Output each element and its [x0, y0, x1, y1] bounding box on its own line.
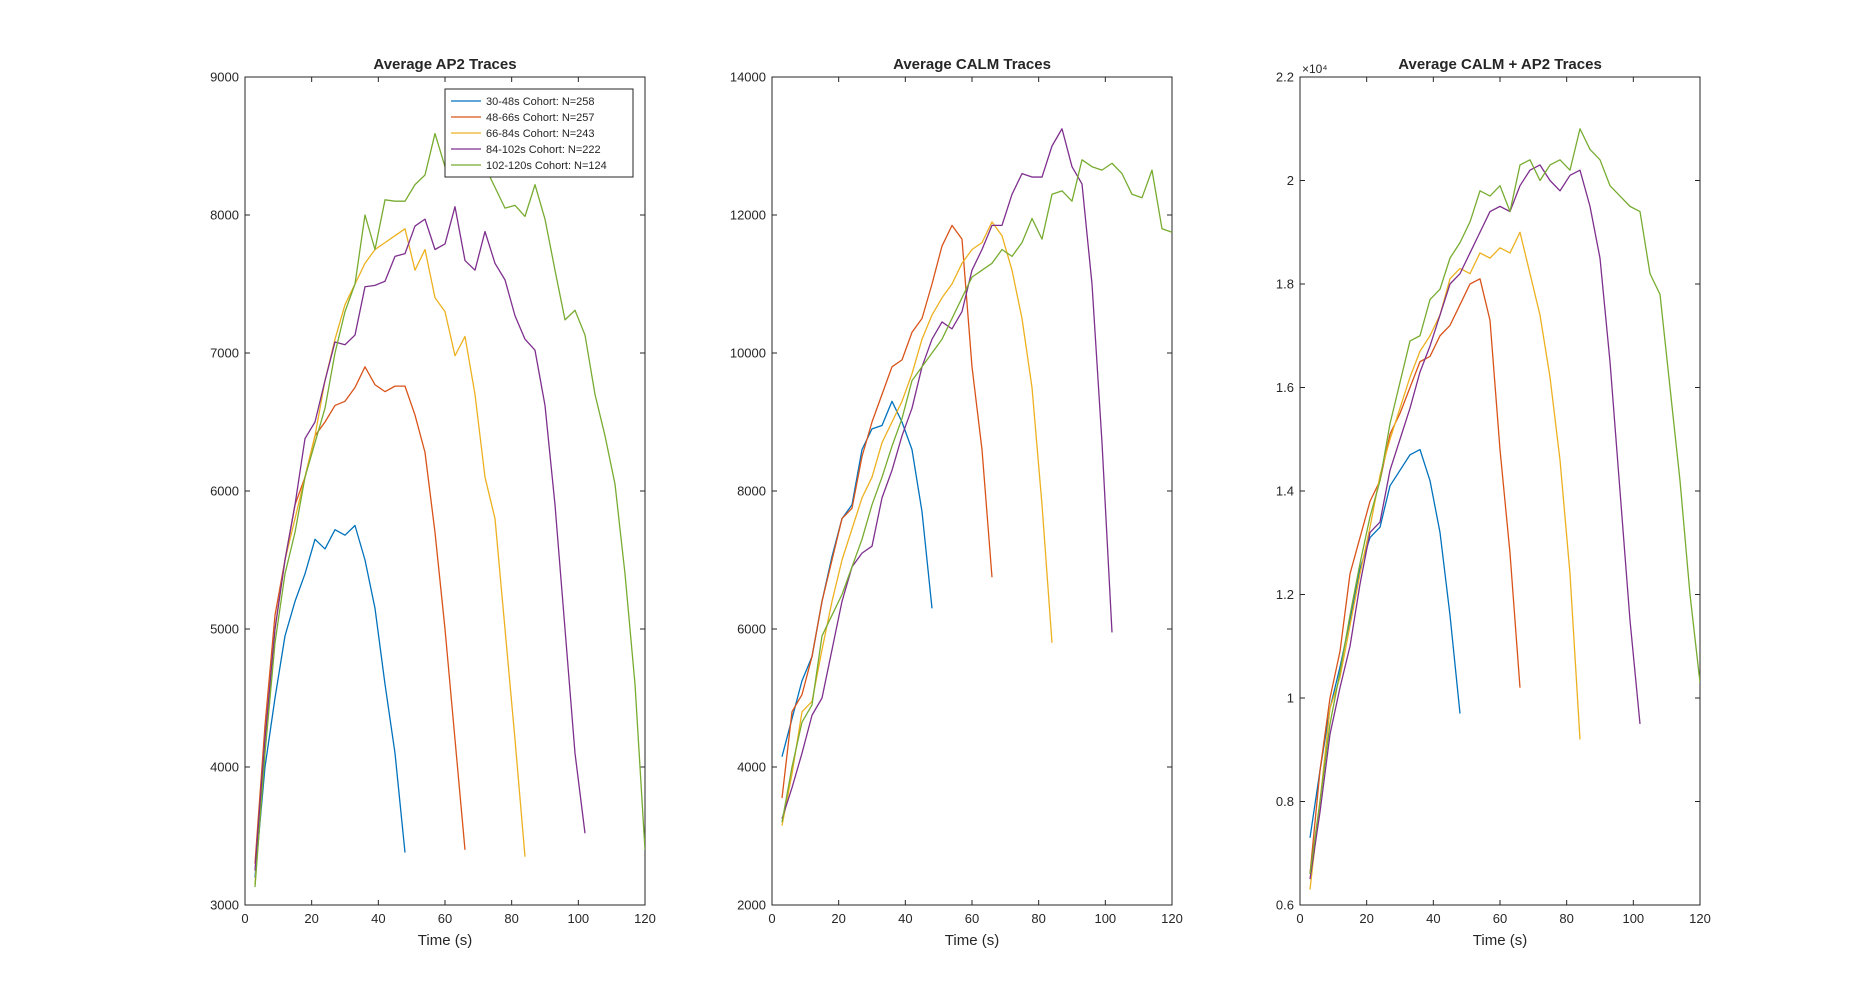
series-line-2	[781, 224, 993, 799]
y-tick-label: 12000	[730, 208, 766, 223]
series-line-5	[781, 159, 1172, 823]
x-tick-label: 40	[371, 911, 385, 926]
x-tick-label: 100	[1094, 911, 1116, 926]
series-line-4	[1309, 164, 1641, 880]
y-tick-label: 2	[1287, 173, 1294, 188]
x-tick-label: 20	[1359, 911, 1373, 926]
y-tick-label: 3000	[210, 898, 239, 913]
x-tick-label: 40	[898, 911, 912, 926]
x-tick-label: 60	[438, 911, 452, 926]
legend-entry: 102-120s Cohort: N=124	[486, 160, 607, 172]
axes-box	[244, 76, 646, 906]
axes-box	[1299, 76, 1701, 906]
series-line-1	[1309, 448, 1461, 838]
x-tick-label: 0	[1296, 911, 1303, 926]
y-tick-label: 0.8	[1276, 794, 1294, 809]
y-tick-label: 14000	[730, 70, 766, 85]
y-tick-label: 8000	[737, 484, 766, 499]
y-tick-label: 4000	[210, 760, 239, 775]
x-tick-label: 0	[241, 911, 248, 926]
series-line-1	[781, 400, 933, 757]
x-axis-label: Time (s)	[418, 932, 472, 949]
series-line-1	[254, 524, 406, 878]
y-tick-label: 1	[1287, 691, 1294, 706]
y-tick-label: 10000	[730, 346, 766, 361]
x-axis-label: Time (s)	[945, 932, 999, 949]
y-tick-label: 8000	[210, 208, 239, 223]
subplot-1: 0 20 40 60 80 100 120 3000 4000 5000 6000 7000 8000 9…	[210, 56, 656, 949]
x-tick-label: 120	[1689, 911, 1711, 926]
axes-box	[771, 76, 1173, 906]
series-line-4	[781, 128, 1113, 819]
subplot-3: 0 20 40 60 80 100 120 0.6 0.8 1 1.2 1.4 1.6 1.8 2 2.2 Av…	[1276, 56, 1711, 949]
legend-entry: 30-48s Cohort: N=258	[486, 96, 595, 108]
x-tick-label: 60	[965, 911, 979, 926]
y-tick-label: 2000	[737, 898, 766, 913]
y-tick-label: 1.8	[1276, 277, 1294, 292]
series-line-4	[254, 206, 586, 871]
y-tick-label: 1.6	[1276, 380, 1294, 395]
x-axis-label: Time (s)	[1473, 932, 1527, 949]
chart-title: Average CALM Traces	[893, 56, 1051, 73]
x-tick-label: 100	[567, 911, 589, 926]
y-tick-label: 1.2	[1276, 587, 1294, 602]
x-tick-label: 20	[831, 911, 845, 926]
x-tick-label: 100	[1622, 911, 1644, 926]
x-tick-label: 80	[1031, 911, 1045, 926]
y-tick-label: 5000	[210, 622, 239, 637]
legend-entry: 84-102s Cohort: N=222	[486, 144, 601, 156]
legend-entry: 48-66s Cohort: N=257	[486, 112, 595, 124]
series-line-2	[1309, 278, 1521, 875]
legend-entry: 66-84s Cohort: N=243	[486, 128, 595, 140]
y-tick-label: 1.4	[1276, 484, 1294, 499]
subplot-2: 0 20 40 60 80 100 120 2000 4000 6000 8000 10000 1200…	[730, 56, 1183, 949]
series-line-3	[1309, 231, 1581, 890]
x-tick-label: 120	[1161, 911, 1183, 926]
y-tick-label: 6000	[737, 622, 766, 637]
chart-title: Average AP2 Traces	[373, 56, 516, 73]
x-tick-label: 0	[768, 911, 775, 926]
legend: 30-48s Cohort: N=258 48-66s Cohort: N=257…	[444, 88, 634, 178]
x-tick-label: 80	[504, 911, 518, 926]
x-tick-label: 120	[634, 911, 656, 926]
x-tick-label: 20	[304, 911, 318, 926]
x-tick-label: 60	[1493, 911, 1507, 926]
y-tick-label: 7000	[210, 346, 239, 361]
y-axis-exponent: ×10⁴	[1302, 62, 1328, 76]
x-tick-label: 80	[1559, 911, 1573, 926]
y-tick-label: 9000	[210, 70, 239, 85]
y-tick-label: 2.2	[1276, 70, 1294, 85]
y-tick-label: 4000	[737, 760, 766, 775]
series-line-3	[254, 228, 526, 885]
x-tick-label: 40	[1426, 911, 1440, 926]
series-line-5	[1309, 128, 1700, 875]
y-tick-label: 0.6	[1276, 898, 1294, 913]
chart-title: Average CALM + AP2 Traces	[1398, 56, 1602, 73]
y-tick-label: 6000	[210, 484, 239, 499]
